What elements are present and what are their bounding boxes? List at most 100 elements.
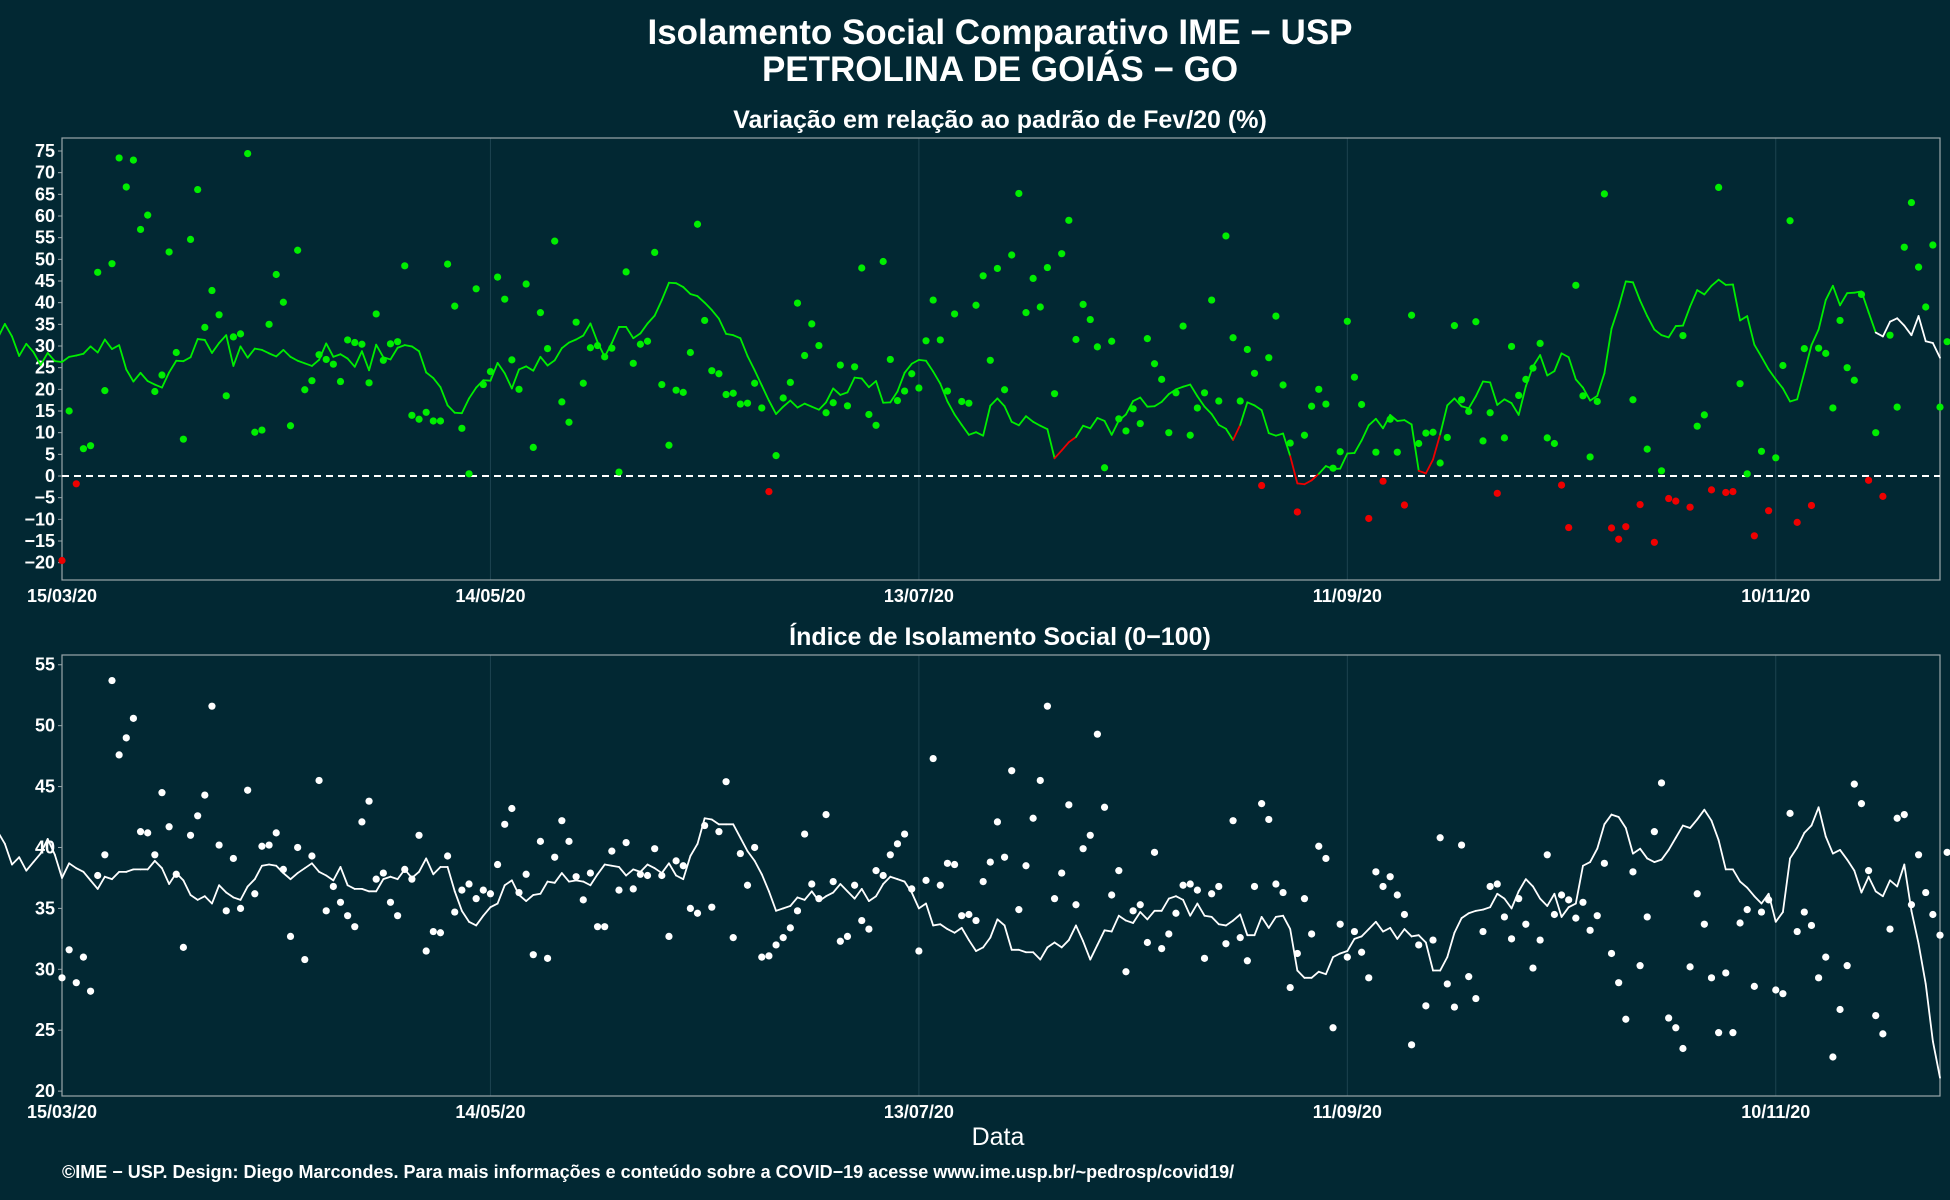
p1-data-point <box>115 751 123 759</box>
p0-data-point <box>1886 331 1894 339</box>
p1-moving-average-segment <box>3 842 13 866</box>
p0-moving-average-segment <box>1439 404 1449 436</box>
p0-data-point <box>1615 535 1623 543</box>
p0-moving-average-segment <box>682 286 692 295</box>
p1-moving-average-segment <box>1467 909 1477 915</box>
p0-moving-average-segment <box>268 352 278 358</box>
p0-data-point <box>58 556 66 565</box>
p1-data-point <box>965 910 973 919</box>
p1-moving-average-segment <box>746 850 756 862</box>
p1-data-point <box>843 932 852 941</box>
p0-data-point <box>786 378 794 386</box>
p1-moving-average-segment <box>1582 861 1592 867</box>
p0-moving-average-segment <box>582 322 592 337</box>
p1-data-point <box>601 923 609 931</box>
p1-moving-average-segment <box>1460 912 1470 920</box>
p1-data-point <box>1136 901 1144 909</box>
p0-data-point <box>365 379 373 387</box>
p1-moving-average-segment <box>203 895 213 905</box>
p1-data-point <box>358 818 366 826</box>
p0-moving-average-segment <box>653 299 663 317</box>
p0-data-point <box>265 320 273 328</box>
p1-moving-average-segment <box>1439 956 1449 972</box>
p0-moving-average-segment <box>46 352 56 363</box>
p1-data-point <box>1715 1029 1723 1037</box>
p1-data-point <box>1472 994 1480 1003</box>
p0-data-point <box>1279 381 1287 389</box>
p1-data-point <box>1300 895 1309 903</box>
p1-data-point <box>558 817 566 825</box>
p0-y-tick-label: 50 <box>35 249 55 269</box>
p1-data-point <box>658 871 666 880</box>
p0-data-point <box>1315 385 1323 393</box>
p1-data-point <box>422 947 430 955</box>
p0-moving-average-segment <box>439 386 449 407</box>
p0-moving-average-segment <box>1753 343 1763 358</box>
p0-moving-average-segment <box>725 332 735 337</box>
p1-moving-average-segment <box>1189 902 1199 917</box>
p0-data-point <box>701 316 709 325</box>
p1-data-point <box>879 871 887 880</box>
p1-data-point <box>608 847 616 855</box>
p1-moving-average-segment <box>689 842 699 857</box>
p1-data-point <box>1850 780 1858 788</box>
p1-data-point <box>1857 800 1866 808</box>
p0-data-point <box>665 441 673 449</box>
p0-moving-average-segment <box>1353 439 1363 454</box>
p0-moving-average-segment <box>1639 299 1649 318</box>
p1-moving-average-segment <box>1289 928 1299 972</box>
p1-data-point <box>1015 906 1023 914</box>
p1-moving-average-segment <box>610 864 620 868</box>
p1-data-point <box>1515 895 1523 903</box>
p1-data-point <box>301 955 309 964</box>
p1-moving-average-segment <box>1053 941 1063 949</box>
p0-data-point <box>394 338 402 346</box>
p0-moving-average-segment <box>1103 420 1113 436</box>
p1-moving-average-segment <box>1503 897 1513 910</box>
p0-moving-average-segment <box>625 326 635 340</box>
p1-moving-average-segment <box>1760 892 1770 905</box>
p1-data-point <box>1165 930 1173 938</box>
p0-data-point <box>1557 481 1566 489</box>
p0-moving-average-segment <box>1474 380 1484 398</box>
p0-data-point <box>315 351 323 359</box>
p1-moving-average-segment <box>568 879 578 883</box>
p0-data-point <box>379 356 387 364</box>
p1-data-point <box>1129 907 1137 915</box>
p1-data-point <box>1586 926 1594 934</box>
p1-data-point <box>1600 859 1608 867</box>
p0-moving-average-segment <box>1589 394 1599 402</box>
p1-moving-average-segment <box>61 862 71 879</box>
p1-moving-average-segment <box>825 891 835 898</box>
p0-moving-average-segment <box>303 362 313 367</box>
variation-panel: Variação em relação ao padrão de Fev/20 … <box>0 106 1950 606</box>
p1-moving-average-segment <box>1510 890 1520 910</box>
p1-data-point <box>1050 895 1059 903</box>
p0-moving-average-segment <box>1003 405 1013 423</box>
p0-data-point <box>308 377 316 385</box>
p0-data-point <box>1579 392 1587 400</box>
p1-data-point <box>194 812 202 820</box>
p1-data-point <box>1036 776 1044 785</box>
p0-moving-average-segment <box>568 338 578 344</box>
p0-data-point <box>1722 488 1730 497</box>
p1-data-point <box>858 916 866 925</box>
p1-moving-average-segment <box>1253 916 1263 937</box>
p0-moving-average-segment <box>1824 284 1834 301</box>
p1-data-point <box>1622 1015 1630 1023</box>
p0-data-point <box>465 470 473 478</box>
p1-data-point <box>479 886 487 894</box>
p1-data-point <box>508 804 516 813</box>
p1-y-tick-label: 45 <box>35 777 55 797</box>
p1-moving-average-segment <box>289 872 299 881</box>
p0-data-point <box>1043 263 1052 272</box>
p0-moving-average-segment <box>789 399 799 409</box>
p0-moving-average-segment <box>361 350 370 372</box>
p0-data-point <box>1572 281 1580 289</box>
p1-moving-average-segment <box>460 909 470 923</box>
p1-data-point <box>1722 969 1730 977</box>
p1-data-point <box>1322 854 1330 863</box>
p0-data-point <box>429 417 437 425</box>
p1-data-point <box>429 927 437 936</box>
